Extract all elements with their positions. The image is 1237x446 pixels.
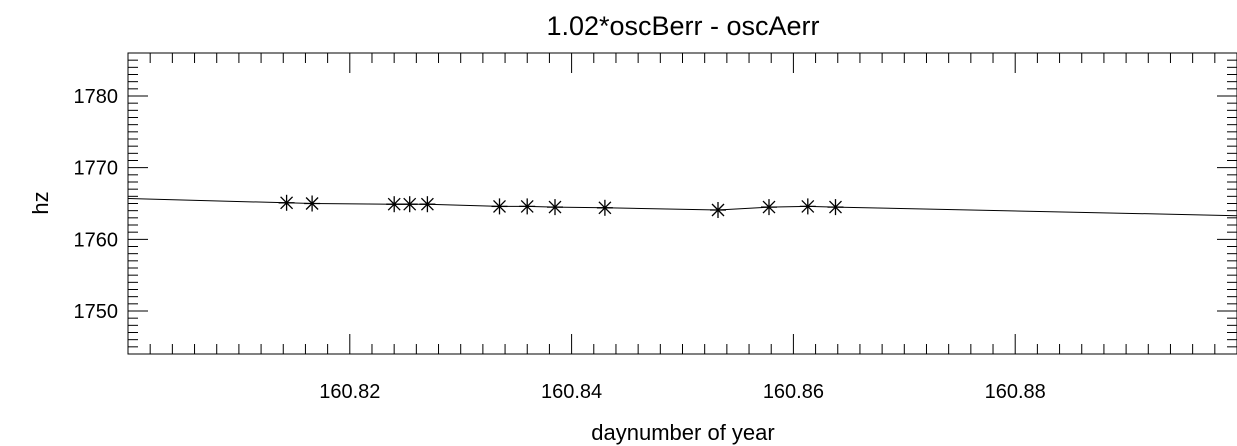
marker-stroke xyxy=(711,203,725,217)
marker-stroke xyxy=(420,197,434,211)
data-point xyxy=(761,199,777,216)
x-axis-label: daynumber of year xyxy=(591,420,774,445)
x-tick-label: 160.86 xyxy=(763,381,824,403)
y-tick-label: 1750 xyxy=(74,301,119,323)
data-point xyxy=(278,194,295,211)
y-tick-label: 1760 xyxy=(74,229,119,251)
y-tick-label: 1770 xyxy=(74,158,119,180)
marker-stroke xyxy=(280,196,294,210)
data-point xyxy=(401,196,418,213)
data-point xyxy=(547,199,563,216)
marker-stroke xyxy=(598,201,612,215)
data-point xyxy=(419,196,436,213)
data-point xyxy=(799,198,816,215)
marker-stroke xyxy=(829,200,842,214)
x-tick-label: 160.88 xyxy=(985,381,1046,403)
data-point xyxy=(519,198,536,215)
data-point xyxy=(710,202,726,218)
data-point xyxy=(386,196,403,213)
marker-stroke xyxy=(548,200,562,214)
y-tick-label: 1780 xyxy=(74,86,119,108)
marker-stroke xyxy=(493,199,506,213)
marker-stroke xyxy=(520,199,534,213)
axis-tick-labels: 160.82 160.84 160.86 160.88 1750 1760 1770 1780 xyxy=(74,86,1046,403)
marker-stroke xyxy=(387,197,401,211)
data-point xyxy=(304,195,321,212)
x-tick-label: 160.82 xyxy=(319,381,380,403)
chart-title: 1.02*oscBerr - oscAerr xyxy=(546,11,819,41)
marker-stroke xyxy=(403,197,417,211)
marker-stroke xyxy=(801,199,815,213)
data-point xyxy=(596,199,613,216)
y-axis-label: hz xyxy=(28,191,53,214)
axis-ticks xyxy=(128,53,1237,354)
x-tick-label: 160.84 xyxy=(541,381,602,403)
data-series xyxy=(127,194,1237,218)
data-point xyxy=(491,198,508,215)
marker-stroke xyxy=(762,200,776,214)
data-point xyxy=(827,199,844,216)
series-line xyxy=(127,198,1237,217)
marker-stroke xyxy=(305,197,319,210)
